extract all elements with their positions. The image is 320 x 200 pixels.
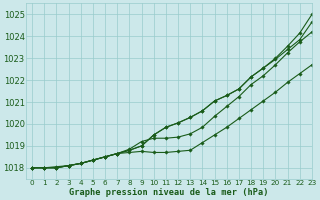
X-axis label: Graphe pression niveau de la mer (hPa): Graphe pression niveau de la mer (hPa) (69, 188, 269, 197)
